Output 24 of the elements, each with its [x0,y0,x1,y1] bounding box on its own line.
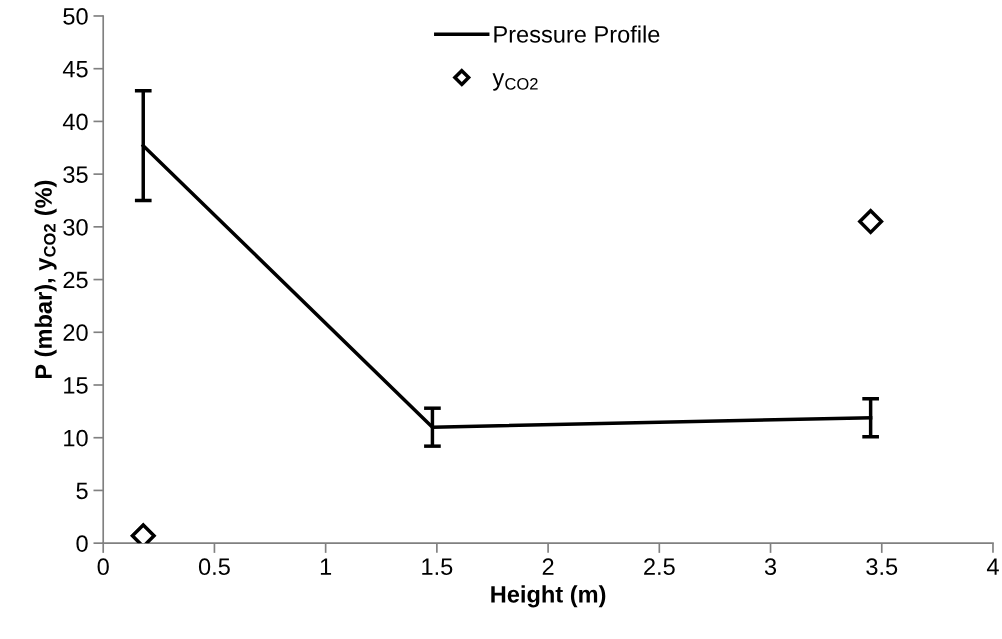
y-tick-label: 5 [76,482,88,500]
x-tick-label: 2.5 [644,558,675,576]
x-tick-label: 3.5 [866,558,898,576]
y-tick-label: 15 [64,377,88,394]
x-axis-title: Height (m) [491,585,606,608]
x-tick-label: 0.5 [198,558,230,576]
y-axis-title: P (mbar), y$_{CO2}$ (%) [34,180,57,379]
y-tick-label: 45 [62,61,88,78]
y-tick-label: 20 [63,324,88,342]
legend-label: y$_{CO2}$ [492,73,538,91]
x-tick-label: 1 [320,558,332,575]
x-tick-label: 3 [764,558,777,576]
y-tick-label: 0 [76,535,88,552]
x-tick-label: 4 [986,558,999,575]
y-tick-label: 50 [63,8,88,25]
y-tick-label: 10 [64,429,88,447]
y-tick-label: 40 [62,113,88,131]
legend-label: Pressure Profile [494,25,660,43]
y-tick-label: 30 [63,218,88,236]
x-tick-label: 2 [542,558,554,575]
y-tick-label: 35 [63,166,88,183]
x-tick-label: 1.5 [422,558,453,576]
y-tick-label: 25 [63,271,88,289]
x-tick-label: 0 [97,558,109,576]
